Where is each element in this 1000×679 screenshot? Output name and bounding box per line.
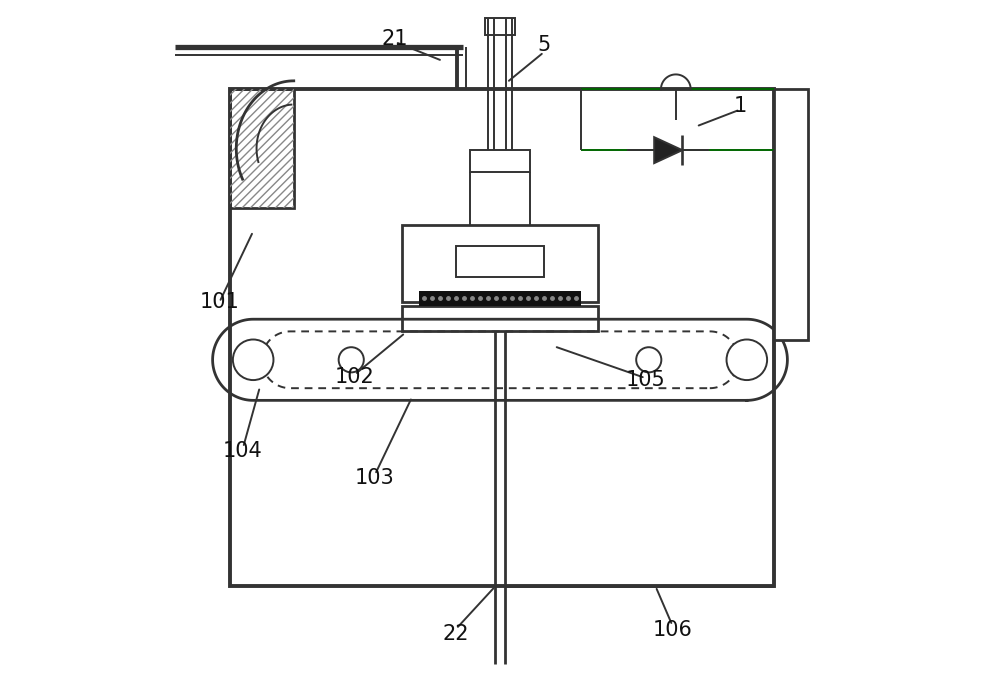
Bar — [419, 291, 581, 306]
Text: 103: 103 — [355, 468, 395, 488]
Circle shape — [727, 340, 767, 380]
Bar — [230, 90, 294, 208]
Text: 22: 22 — [443, 623, 469, 644]
Text: 1: 1 — [733, 96, 747, 116]
Bar — [456, 246, 544, 276]
Bar — [485, 18, 515, 35]
Text: 21: 21 — [382, 29, 408, 49]
Bar — [402, 306, 598, 331]
Circle shape — [339, 347, 364, 372]
Text: 106: 106 — [652, 621, 692, 640]
Bar — [230, 90, 294, 208]
Bar — [470, 150, 530, 172]
Polygon shape — [654, 137, 682, 163]
Text: 102: 102 — [335, 367, 374, 387]
Bar — [402, 225, 598, 302]
Text: 105: 105 — [626, 370, 665, 390]
Bar — [230, 90, 774, 587]
Text: 5: 5 — [537, 35, 551, 56]
Bar — [774, 90, 808, 340]
Text: 104: 104 — [223, 441, 263, 461]
Circle shape — [636, 347, 661, 372]
Text: 101: 101 — [199, 292, 239, 312]
Circle shape — [233, 340, 273, 380]
